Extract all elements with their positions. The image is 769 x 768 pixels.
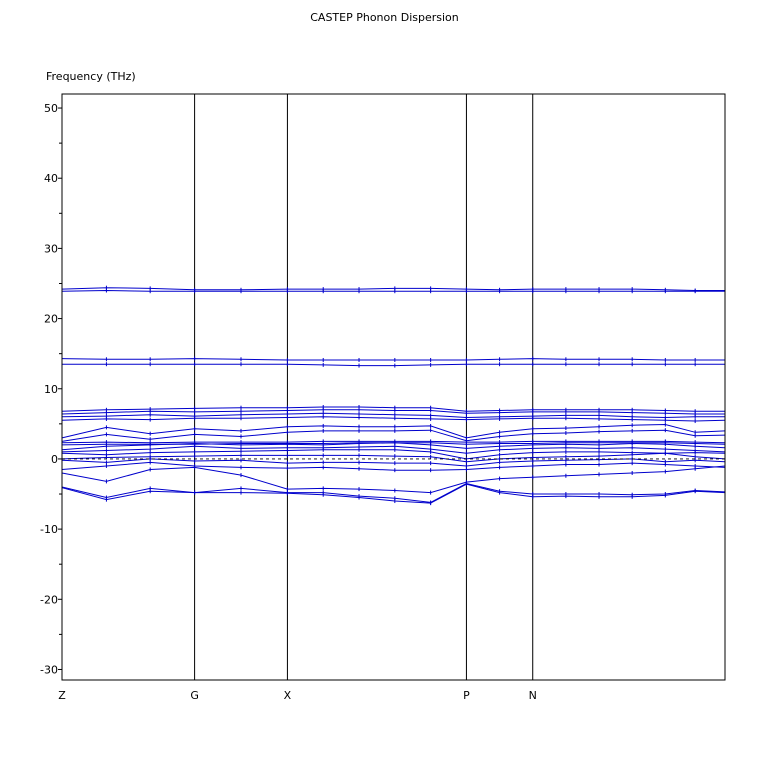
high-symmetry-lines [194, 94, 534, 680]
y-tick-label: 10 [44, 383, 58, 396]
dispersion-bands [61, 285, 726, 506]
band-6 [61, 409, 725, 415]
y-tick-label: 20 [44, 313, 58, 326]
band-1 [61, 287, 725, 291]
band-20 [61, 482, 726, 503]
x-tick-label-G: G [190, 689, 199, 702]
y-tick-label: 50 [44, 102, 58, 115]
plot-frame [61, 93, 726, 681]
y-axis: -30 -20 -10 0 10 20 30 40 50 [40, 102, 62, 676]
band-10 [61, 429, 726, 442]
y-axis-label: Frequency (THz) [46, 70, 136, 83]
band-16 [61, 452, 726, 463]
y-tick-label: -10 [40, 523, 58, 536]
x-tick-label-X: X [284, 689, 292, 702]
band-17 [61, 458, 726, 467]
y-tick-label: 30 [44, 242, 58, 255]
y-tick-label: -30 [40, 663, 58, 676]
y-tick-label: -20 [40, 593, 58, 606]
y-tick-label: 40 [44, 172, 58, 185]
x-tick-label-P: P [463, 689, 470, 702]
y-tick-label: 0 [51, 453, 58, 466]
band-8 [61, 416, 726, 422]
band-15 [61, 449, 726, 460]
chart-title: CASTEP Phonon Dispersion [310, 11, 459, 24]
band-7 [61, 412, 725, 419]
band-21 [61, 483, 726, 504]
band-4 [62, 363, 725, 367]
x-tick-label-Z: Z [58, 689, 66, 702]
band-2 [61, 289, 725, 292]
band-3 [61, 358, 725, 361]
x-tick-label-N: N [529, 689, 537, 702]
